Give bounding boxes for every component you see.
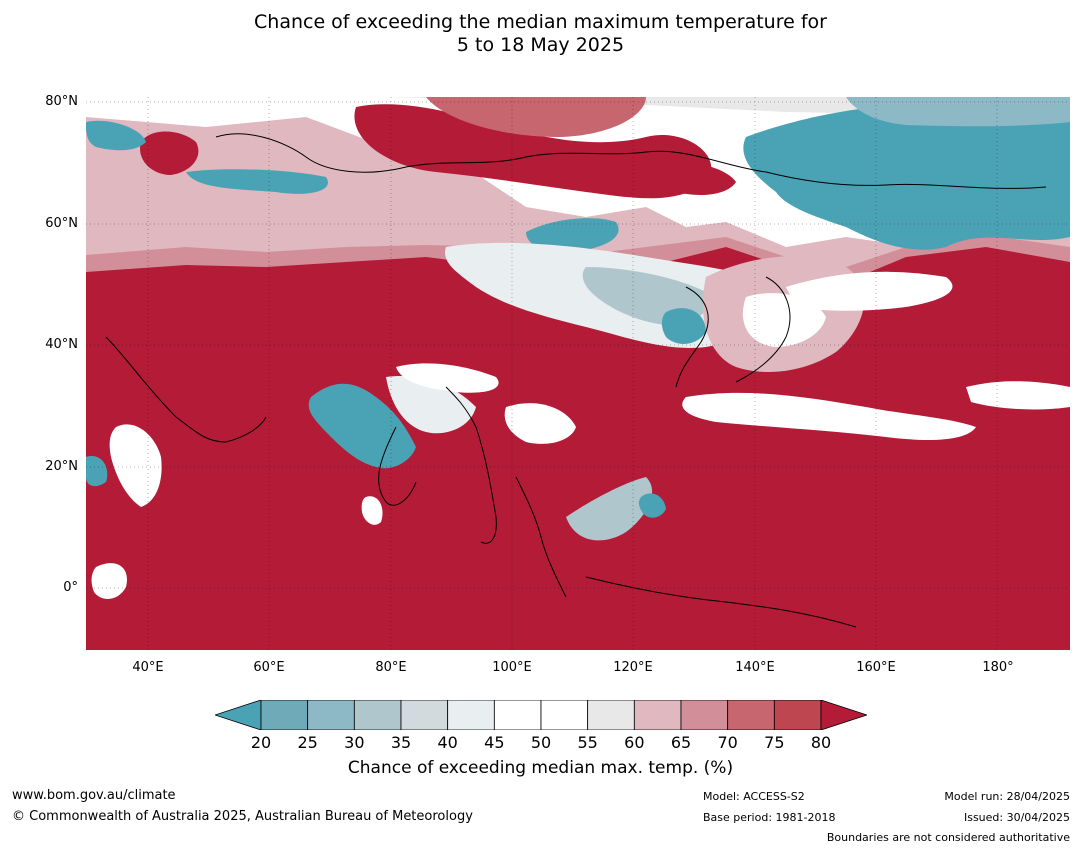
neutral-streak-pacific2 <box>682 392 976 440</box>
cool-patch-mongolia <box>526 218 619 254</box>
colorbar-extend-low <box>215 700 262 730</box>
colorbar-tick-label: 60 <box>624 733 645 752</box>
neutral-region-red-sea <box>109 424 162 507</box>
boundaries-disclaimer: Boundaries are not considered authoritat… <box>826 831 1070 844</box>
model-text: Model: ACCESS-S2 <box>703 790 805 803</box>
colorbar-extend-high <box>820 700 867 730</box>
colorbar-cell <box>400 700 449 730</box>
colorbar-cell <box>447 700 495 730</box>
neutral-region-indochina <box>504 403 576 444</box>
warm-blob-yakutia <box>660 162 736 195</box>
cool-patch-korea <box>661 308 706 344</box>
cool-patch-africa <box>86 456 108 487</box>
colorbar-tick-label: 70 <box>717 733 738 752</box>
lon-label-60e: 60°E <box>253 660 285 675</box>
colorbar-cell <box>773 700 822 730</box>
neutral-patch-sri-lanka <box>361 496 383 525</box>
colorbar-label: Chance of exceeding median max. temp. (%… <box>347 758 734 778</box>
warm-blob-siberia <box>354 104 712 199</box>
colorbar-tick-label: 55 <box>577 733 598 752</box>
colorbar-cell <box>493 700 542 730</box>
colorbar-tick-label: 30 <box>344 733 365 752</box>
colorbar-tick-label: 45 <box>484 733 505 752</box>
colorbar-cell <box>633 700 682 730</box>
cool-region-india <box>308 383 416 469</box>
neutral-patch-east-africa <box>91 563 127 599</box>
cool-region-ne-siberia-light <box>846 97 1070 127</box>
lon-label-120e: 120°E <box>613 660 653 675</box>
colorbar-tick-label: 20 <box>250 733 272 752</box>
forecast-map <box>86 97 1070 650</box>
copyright-text: © Commonwealth of Australia 2025, Austra… <box>12 809 473 824</box>
colorbar-tick-label: 25 <box>297 733 318 752</box>
lat-label-40n: 40°N <box>45 337 78 352</box>
colorbar-cell <box>680 700 729 730</box>
colorbar-cell <box>353 700 402 730</box>
colorbar-tick-label: 65 <box>670 733 692 752</box>
lon-label-180: 180° <box>982 660 1014 675</box>
lon-label-100e: 100°E <box>492 660 532 675</box>
lat-label-80n: 80°N <box>45 94 78 109</box>
colorbar-cell <box>540 700 589 730</box>
model-run-text: Model run: 28/04/2025 <box>944 790 1070 803</box>
cool-region-ne-siberia <box>743 97 1070 250</box>
cool-patch-arctic-west <box>86 120 146 151</box>
map-title-line2: 5 to 18 May 2025 <box>456 34 625 56</box>
colorbar-tick-label: 80 <box>810 733 832 752</box>
warm-blob-scandinavia <box>140 131 199 175</box>
colorbar-tick-label: 50 <box>530 733 552 752</box>
website-link[interactable]: www.bom.gov.au/climate <box>12 788 176 803</box>
cool-region-scs <box>566 477 653 541</box>
lon-label-140e: 140°E <box>735 660 775 675</box>
grey-band-north <box>86 97 1070 117</box>
cool-patch-philippines <box>638 493 666 518</box>
lat-label-60n: 60°N <box>45 216 78 231</box>
colorbar-tick-label: 75 <box>764 733 785 752</box>
lat-label-20n: 20°N <box>45 459 78 474</box>
neutral-streak-pacific1 <box>786 271 953 311</box>
issued-text: Issued: 30/04/2025 <box>963 811 1070 824</box>
colorbar-cell <box>307 700 355 730</box>
colorbar-cell <box>727 700 775 730</box>
colorbar-cell <box>260 700 309 730</box>
colorbar <box>215 700 867 730</box>
lon-label-80e: 80°E <box>375 660 407 675</box>
base-period-text: Base period: 1981-2018 <box>703 811 836 824</box>
lat-label-0: 0° <box>63 580 78 595</box>
graticule <box>86 97 1070 650</box>
coastlines <box>105 133 1047 628</box>
lon-label-160e: 160°E <box>856 660 896 675</box>
pink-blob-north <box>426 97 646 137</box>
colorbar-tick-label: 35 <box>390 733 412 752</box>
colorbar-cell <box>587 700 635 730</box>
neutral-region-tibet <box>396 363 499 393</box>
map-title-line1: Chance of exceeding the median maximum t… <box>254 11 827 33</box>
cool-patch-west-siberia <box>186 169 328 194</box>
lon-label-40e: 40°E <box>132 660 164 675</box>
colorbar-tick-label: 40 <box>437 733 458 752</box>
neutral-streak-pacific3 <box>966 381 1070 410</box>
